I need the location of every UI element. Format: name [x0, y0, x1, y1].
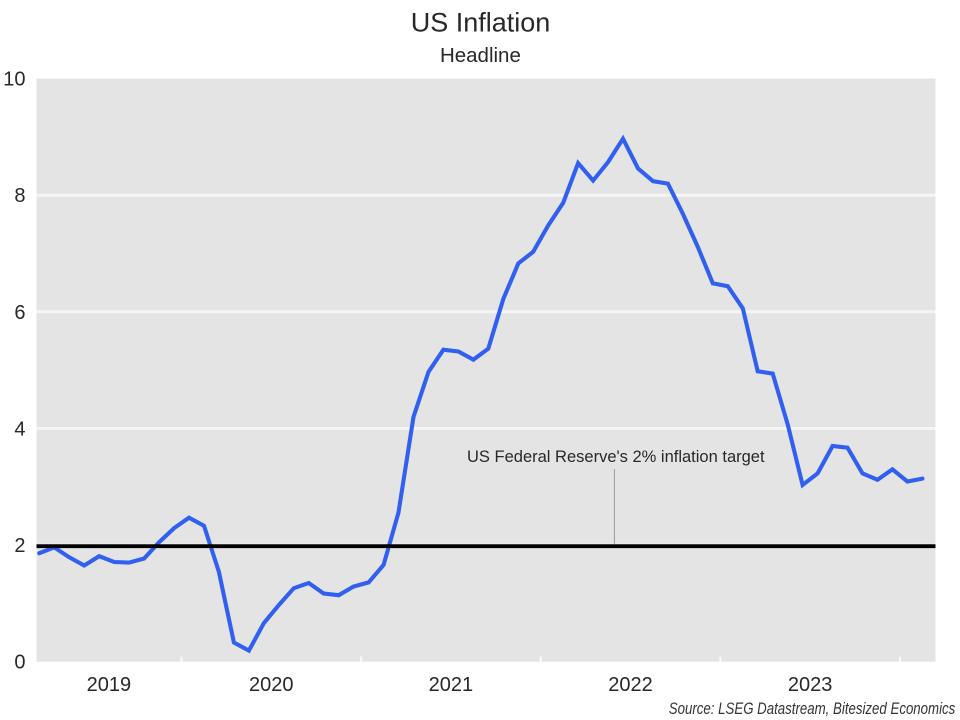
svg-text:0: 0	[14, 652, 25, 674]
svg-text:2023: 2023	[788, 674, 833, 696]
svg-text:4: 4	[14, 419, 25, 441]
svg-text:2019: 2019	[87, 674, 132, 696]
svg-text:Source: LSEG Datastream, Bites: Source: LSEG Datastream, Bitesized Econo…	[669, 700, 956, 719]
svg-text:10: 10	[3, 69, 25, 91]
svg-text:2022: 2022	[608, 674, 653, 696]
svg-text:US Inflation: US Inflation	[411, 8, 551, 38]
svg-text:Headline: Headline	[440, 44, 521, 67]
svg-text:2020: 2020	[249, 674, 294, 696]
svg-text:US Federal Reserve's 2% inflat: US Federal Reserve's 2% inflation target	[467, 448, 765, 466]
svg-text:2021: 2021	[429, 674, 474, 696]
svg-text:6: 6	[14, 302, 25, 324]
svg-text:8: 8	[14, 185, 25, 207]
svg-text:2: 2	[14, 535, 25, 557]
